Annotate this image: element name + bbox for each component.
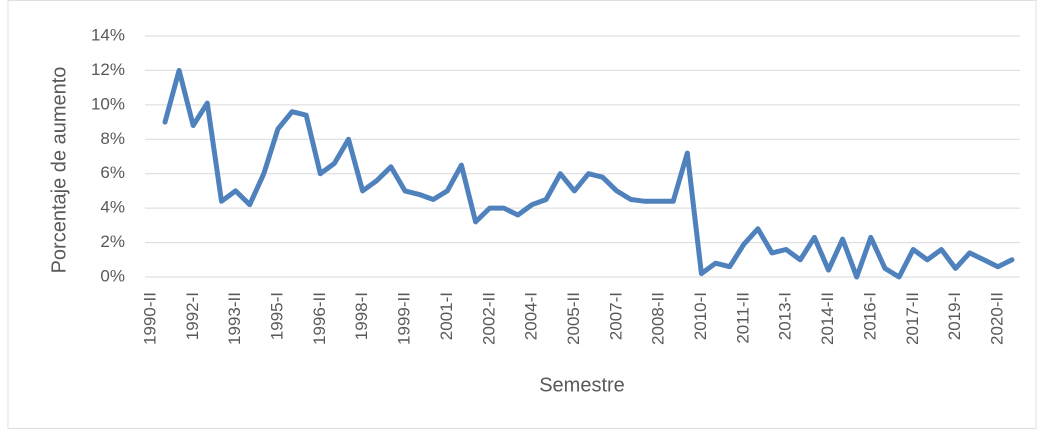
x-tick-label: 2019-I (945, 292, 964, 340)
x-tick-label: 1996-II (310, 292, 329, 345)
y-tick-label: 0% (100, 266, 125, 285)
x-tick-label: 2002-II (479, 292, 498, 345)
x-tick-label: 2011-II (733, 292, 752, 344)
x-tick-label: 1995-I (268, 292, 287, 340)
y-tick-label: 12% (91, 60, 125, 79)
x-tick-label: 1999-II (395, 292, 414, 345)
x-tick-label: 1993-II (225, 292, 244, 345)
x-tick-label: 2014-II (818, 292, 837, 345)
x-tick-label: 2001-I (437, 292, 456, 340)
x-tick-label: 1990-II (140, 292, 159, 345)
y-tick-label: 6% (100, 163, 125, 182)
x-tick-label: 2008-II (649, 292, 668, 345)
x-tick-label: 2013-I (776, 292, 795, 340)
y-tick-label: 14% (91, 25, 125, 44)
y-tick-label: 2% (100, 232, 125, 251)
x-tick-label: 2020-II (987, 292, 1006, 345)
x-tick-label: 2004-I (522, 292, 541, 340)
x-tick-label: 1992-I (183, 292, 202, 340)
y-tick-label: 4% (100, 198, 125, 217)
line-series (162, 67, 1015, 280)
x-tick-label: 1998-I (352, 292, 371, 340)
x-tick-label: 2005-II (564, 292, 583, 345)
x-tick-label: 2017-II (903, 292, 922, 345)
chart-frame (7, 0, 1037, 429)
y-tick-label: 8% (100, 129, 125, 148)
y-tick-label: 10% (91, 94, 125, 113)
x-tick-label: 2007-I (606, 292, 625, 340)
y-axis-title: Porcentaje de aumento (48, 67, 70, 274)
x-axis-title: Semestre (539, 374, 625, 396)
x-tick-label: 2016-I (860, 292, 879, 340)
x-tick-label: 2010-I (691, 292, 710, 340)
